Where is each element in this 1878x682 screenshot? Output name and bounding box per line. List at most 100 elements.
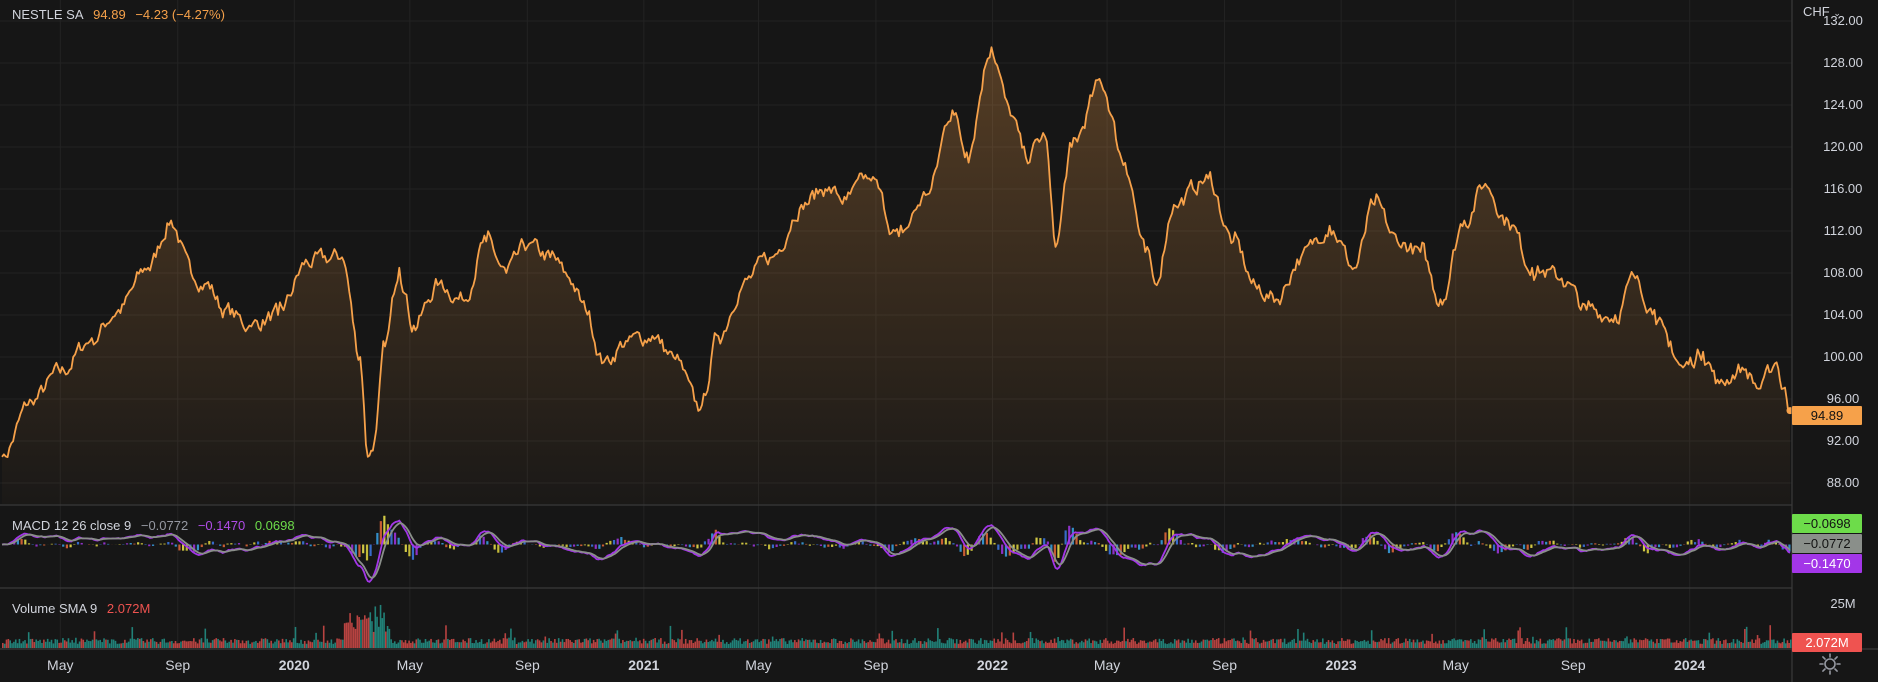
volume-bar — [69, 642, 72, 648]
x-tick-label: May — [1442, 657, 1468, 673]
currency-selector[interactable]: CHF ⌄ — [1803, 4, 1841, 19]
volume-bar — [1524, 641, 1527, 648]
volume-label[interactable]: Volume SMA 9 — [12, 601, 98, 616]
volume-bar — [639, 640, 641, 648]
volume-bar — [900, 638, 903, 648]
volume-bar — [415, 639, 418, 648]
volume-bar — [831, 639, 833, 648]
volume-bar — [127, 641, 130, 648]
macd-histogram-bar — [642, 544, 646, 548]
volume-bar — [362, 619, 364, 648]
volume-bar — [1251, 638, 1254, 648]
volume-bar — [1285, 643, 1288, 648]
symbol-name[interactable]: NESTLE SA — [12, 7, 84, 22]
macd-histogram-bar — [1440, 544, 1443, 548]
volume-bar — [234, 639, 236, 648]
macd-histogram-bar — [167, 541, 170, 545]
volume-bar — [677, 638, 679, 648]
volume-bar — [1458, 639, 1461, 648]
volume-bar — [1578, 640, 1581, 648]
volume-bar — [816, 642, 818, 648]
macd-histogram-bar — [151, 544, 155, 546]
macd-histogram-bar — [1578, 544, 1582, 548]
volume-bar — [1781, 642, 1784, 648]
volume-bar — [538, 640, 541, 648]
volume-bar — [801, 638, 804, 648]
volume-bar — [251, 642, 253, 648]
macd-histogram-bar — [144, 544, 147, 546]
volume-bar — [612, 638, 615, 648]
volume-bar — [1510, 639, 1512, 648]
volume-bar — [1425, 640, 1428, 648]
macd-histogram-bar — [741, 542, 744, 545]
macd-histogram-bar — [1552, 540, 1555, 545]
macd-histogram-bar — [819, 544, 823, 546]
volume-bar — [1690, 639, 1692, 648]
volume-bar — [712, 641, 715, 648]
macd-histogram-bar — [966, 544, 969, 555]
y-tick-label: 96.00 — [1826, 391, 1860, 406]
macd-histogram-bar — [782, 544, 786, 546]
volume-bar — [743, 641, 745, 648]
volume-bar — [1575, 642, 1577, 648]
volume-bar — [1170, 642, 1172, 648]
volume-bar — [696, 638, 698, 648]
volume-bar — [1783, 638, 1785, 648]
macd-label[interactable]: MACD 12 26 close 9 — [12, 518, 132, 533]
volume-bar — [1272, 638, 1274, 648]
volume-bar — [596, 639, 599, 648]
volume-bar — [395, 643, 398, 648]
volume-bar — [855, 641, 858, 648]
volume-bar — [241, 640, 244, 648]
volume-bar — [1300, 640, 1303, 648]
volume-bar — [993, 638, 996, 648]
volume-bar — [1532, 636, 1534, 648]
macd-histogram-bar — [1225, 544, 1228, 552]
volume-bar — [1204, 639, 1207, 648]
volume-bar — [1380, 638, 1382, 648]
volume-bar — [22, 641, 24, 648]
volume-bar — [226, 642, 229, 648]
y-tick-label: 100.00 — [1823, 349, 1863, 364]
volume-bar — [1605, 641, 1608, 648]
volume-bar — [9, 640, 12, 648]
volume-bar — [799, 640, 802, 648]
macd-histogram-bar — [1387, 544, 1391, 554]
volume-bar — [1321, 638, 1324, 648]
macd-histogram-bar — [523, 541, 526, 545]
volume-bar — [491, 641, 494, 648]
volume-bar — [954, 643, 956, 648]
volume-bar — [1401, 642, 1403, 648]
macd-histogram-bar — [948, 541, 951, 545]
gear-icon[interactable] — [1818, 652, 1842, 676]
macd-histogram-bar — [620, 536, 623, 545]
volume-bar — [745, 640, 747, 648]
y-tick-label: 108.00 — [1823, 265, 1863, 280]
volume-bar — [805, 639, 807, 648]
macd-histogram-bar — [1668, 544, 1671, 548]
volume-bar — [797, 639, 800, 648]
volume-bar — [1470, 639, 1472, 648]
volume-bar — [62, 638, 64, 648]
volume-bar — [840, 641, 843, 648]
volume-bar — [458, 642, 461, 648]
volume-bar — [52, 643, 55, 648]
macd-histogram-bar — [1410, 543, 1414, 545]
volume-bar — [486, 642, 488, 648]
volume-bar — [675, 642, 677, 648]
volume-bar — [1622, 641, 1625, 648]
volume-bar — [48, 641, 51, 648]
volume-bar — [629, 640, 632, 648]
volume-bar — [1652, 641, 1655, 648]
volume-bar — [349, 613, 351, 648]
volume-bar — [1654, 643, 1656, 648]
volume-bar — [741, 643, 743, 648]
volume-bar — [1717, 638, 1720, 648]
macd-histogram-bar — [390, 529, 393, 545]
volume-bar — [449, 639, 451, 648]
volume-bar — [27, 632, 30, 648]
volume-bar — [1455, 640, 1457, 648]
macd-histogram-bar — [733, 543, 736, 545]
